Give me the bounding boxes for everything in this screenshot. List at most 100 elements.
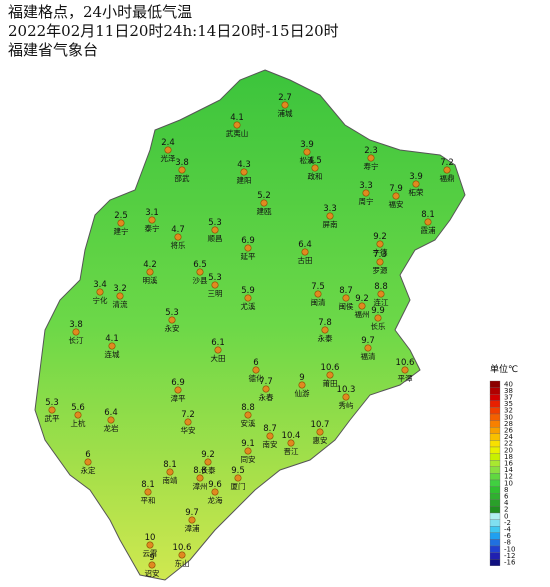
station-value: 8.1: [163, 460, 177, 470]
station-value: 8.7: [263, 424, 277, 434]
station-name: 永定: [81, 465, 96, 475]
station-dot: [196, 474, 204, 482]
legend-swatch: [489, 440, 501, 448]
station-dot: [342, 294, 350, 302]
station-dot: [244, 294, 252, 302]
station-name: 松溪: [300, 155, 315, 165]
station-value: 7.2: [181, 410, 195, 420]
station-value: 5.3: [208, 273, 222, 283]
station-dot: [84, 458, 92, 466]
station-value: 7.7: [259, 377, 273, 387]
station-value: 9.7: [361, 336, 375, 346]
legend-label: 10: [504, 479, 513, 487]
station-value: 9.1: [241, 439, 255, 449]
station-dot: [316, 428, 324, 436]
legend-label: 12: [504, 473, 513, 481]
station-name: 厦门: [231, 482, 246, 491]
legend-label: 20: [504, 446, 513, 454]
station-dot: [326, 212, 334, 220]
station-name: 沙县: [193, 276, 208, 285]
legend-swatch: [489, 519, 501, 527]
station-dot: [48, 406, 56, 414]
legend-label: -16: [504, 559, 516, 567]
station-value: 2.5: [114, 211, 128, 221]
station-dot: [204, 458, 212, 466]
station-value: 6.9: [171, 378, 185, 388]
legend-label: 35: [504, 400, 513, 408]
legend-label: -2: [504, 519, 511, 527]
station-name: 周宁: [359, 196, 374, 206]
legend-swatch: [489, 427, 501, 434]
station-dot: [178, 551, 186, 559]
station-dot: [166, 468, 174, 476]
station-dot: [196, 268, 204, 276]
station-value: 3.1: [145, 208, 159, 218]
legend-label: 18: [504, 453, 513, 461]
station-value: 8.7: [339, 286, 353, 296]
station-dot: [117, 219, 125, 227]
legend-swatch: [489, 486, 501, 494]
station-dot: [281, 101, 289, 109]
station-name: 永安: [165, 323, 180, 333]
station-dot: [358, 302, 366, 310]
station-dot: [287, 439, 295, 447]
station-dot: [244, 244, 252, 252]
station-name: 柘荣: [409, 187, 424, 197]
station-name: 将乐: [171, 240, 186, 250]
station-value: 2.3: [364, 146, 378, 156]
station-dot: [188, 516, 196, 524]
station-dot: [144, 488, 152, 496]
station-name: 安溪: [241, 418, 256, 428]
station-dot: [211, 226, 219, 234]
station-dot: [314, 290, 322, 298]
station-value: 10.6: [321, 363, 340, 373]
station-dot: [262, 385, 270, 393]
station-value: 6.4: [298, 240, 312, 250]
legend-label: 24: [504, 433, 513, 441]
station-dot: [174, 233, 182, 241]
station-value: 3.9: [409, 172, 423, 182]
subtitle: 2022年02月11日20时24h:14日20时-15日20时: [8, 22, 339, 40]
station-dot: [412, 180, 420, 188]
station-name: 罗源: [373, 266, 388, 275]
station-dot: [364, 344, 372, 352]
legend-label: 0: [504, 512, 508, 520]
station-dot: [392, 192, 400, 200]
station-value: 10.3: [337, 385, 356, 395]
station-value: 9.6: [208, 480, 222, 490]
station-name: 武平: [45, 413, 60, 423]
station-value: 6: [85, 450, 90, 460]
station-dot: [260, 199, 268, 207]
station-dot: [96, 288, 104, 296]
station-dot: [174, 386, 182, 394]
station-name: 秀屿: [339, 400, 354, 410]
station-value: 10.7: [311, 420, 330, 430]
legend-unit: 单位℃: [490, 363, 518, 375]
station-value: 9.2: [355, 294, 369, 304]
station-value: 5.2: [257, 191, 271, 201]
station-value: 3.8: [175, 158, 189, 168]
station-dot: [311, 164, 319, 172]
station-dot: [303, 148, 311, 156]
legend-label: 16: [504, 460, 513, 468]
station-dot: [116, 292, 124, 300]
legend-swatch: [489, 499, 501, 507]
station-name: 延平: [241, 251, 256, 261]
legend-swatch: [489, 380, 501, 388]
station-dot: [168, 316, 176, 324]
legend-label: 2: [504, 506, 508, 514]
legend-swatch: [489, 407, 501, 415]
legend-swatch: [489, 545, 501, 553]
station-name: 漳州: [193, 481, 208, 491]
legend-swatch: [489, 512, 501, 520]
legend-swatch: [489, 420, 501, 428]
station-value: 10.6: [173, 543, 192, 553]
station-dot: [211, 488, 219, 496]
station-name: 长乐: [371, 321, 386, 331]
province-shape: [34, 69, 466, 581]
legend-swatch: [489, 532, 501, 540]
legend-label: -6: [504, 532, 512, 540]
station-value: 4.2: [143, 260, 157, 270]
station-dot: [301, 248, 309, 256]
legend-swatch: [489, 559, 501, 566]
